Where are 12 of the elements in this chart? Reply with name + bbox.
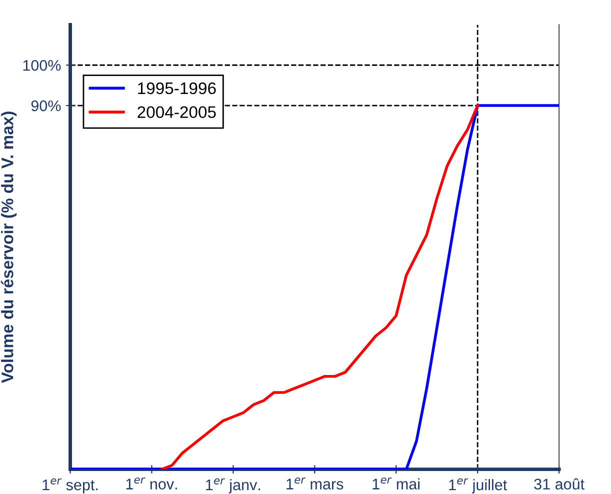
x-tick-label: 1$^{er}$ nov. — [126, 477, 177, 490]
x-tick-label: 1$^{er}$ mai — [372, 477, 420, 490]
legend-label: 2004-2005 — [138, 106, 216, 118]
x-tick-label: 1$^{er}$ mars — [286, 477, 344, 490]
x-tick-label: 1$^{er}$ sept. — [42, 478, 98, 494]
x-tick-label: 1$^{er}$ janv. — [206, 478, 260, 494]
x-tick-label: 31 août — [534, 478, 584, 490]
y-tick-label: 90% — [31, 100, 61, 112]
y-axis-title: Volume du réservoir (% du V. max) — [0, 112, 17, 384]
legend-label: 1995-1996 — [138, 82, 216, 94]
x-tick-label: 1$^{er}$ juillet — [449, 478, 508, 494]
y-tick-label: 100% — [23, 60, 61, 71]
